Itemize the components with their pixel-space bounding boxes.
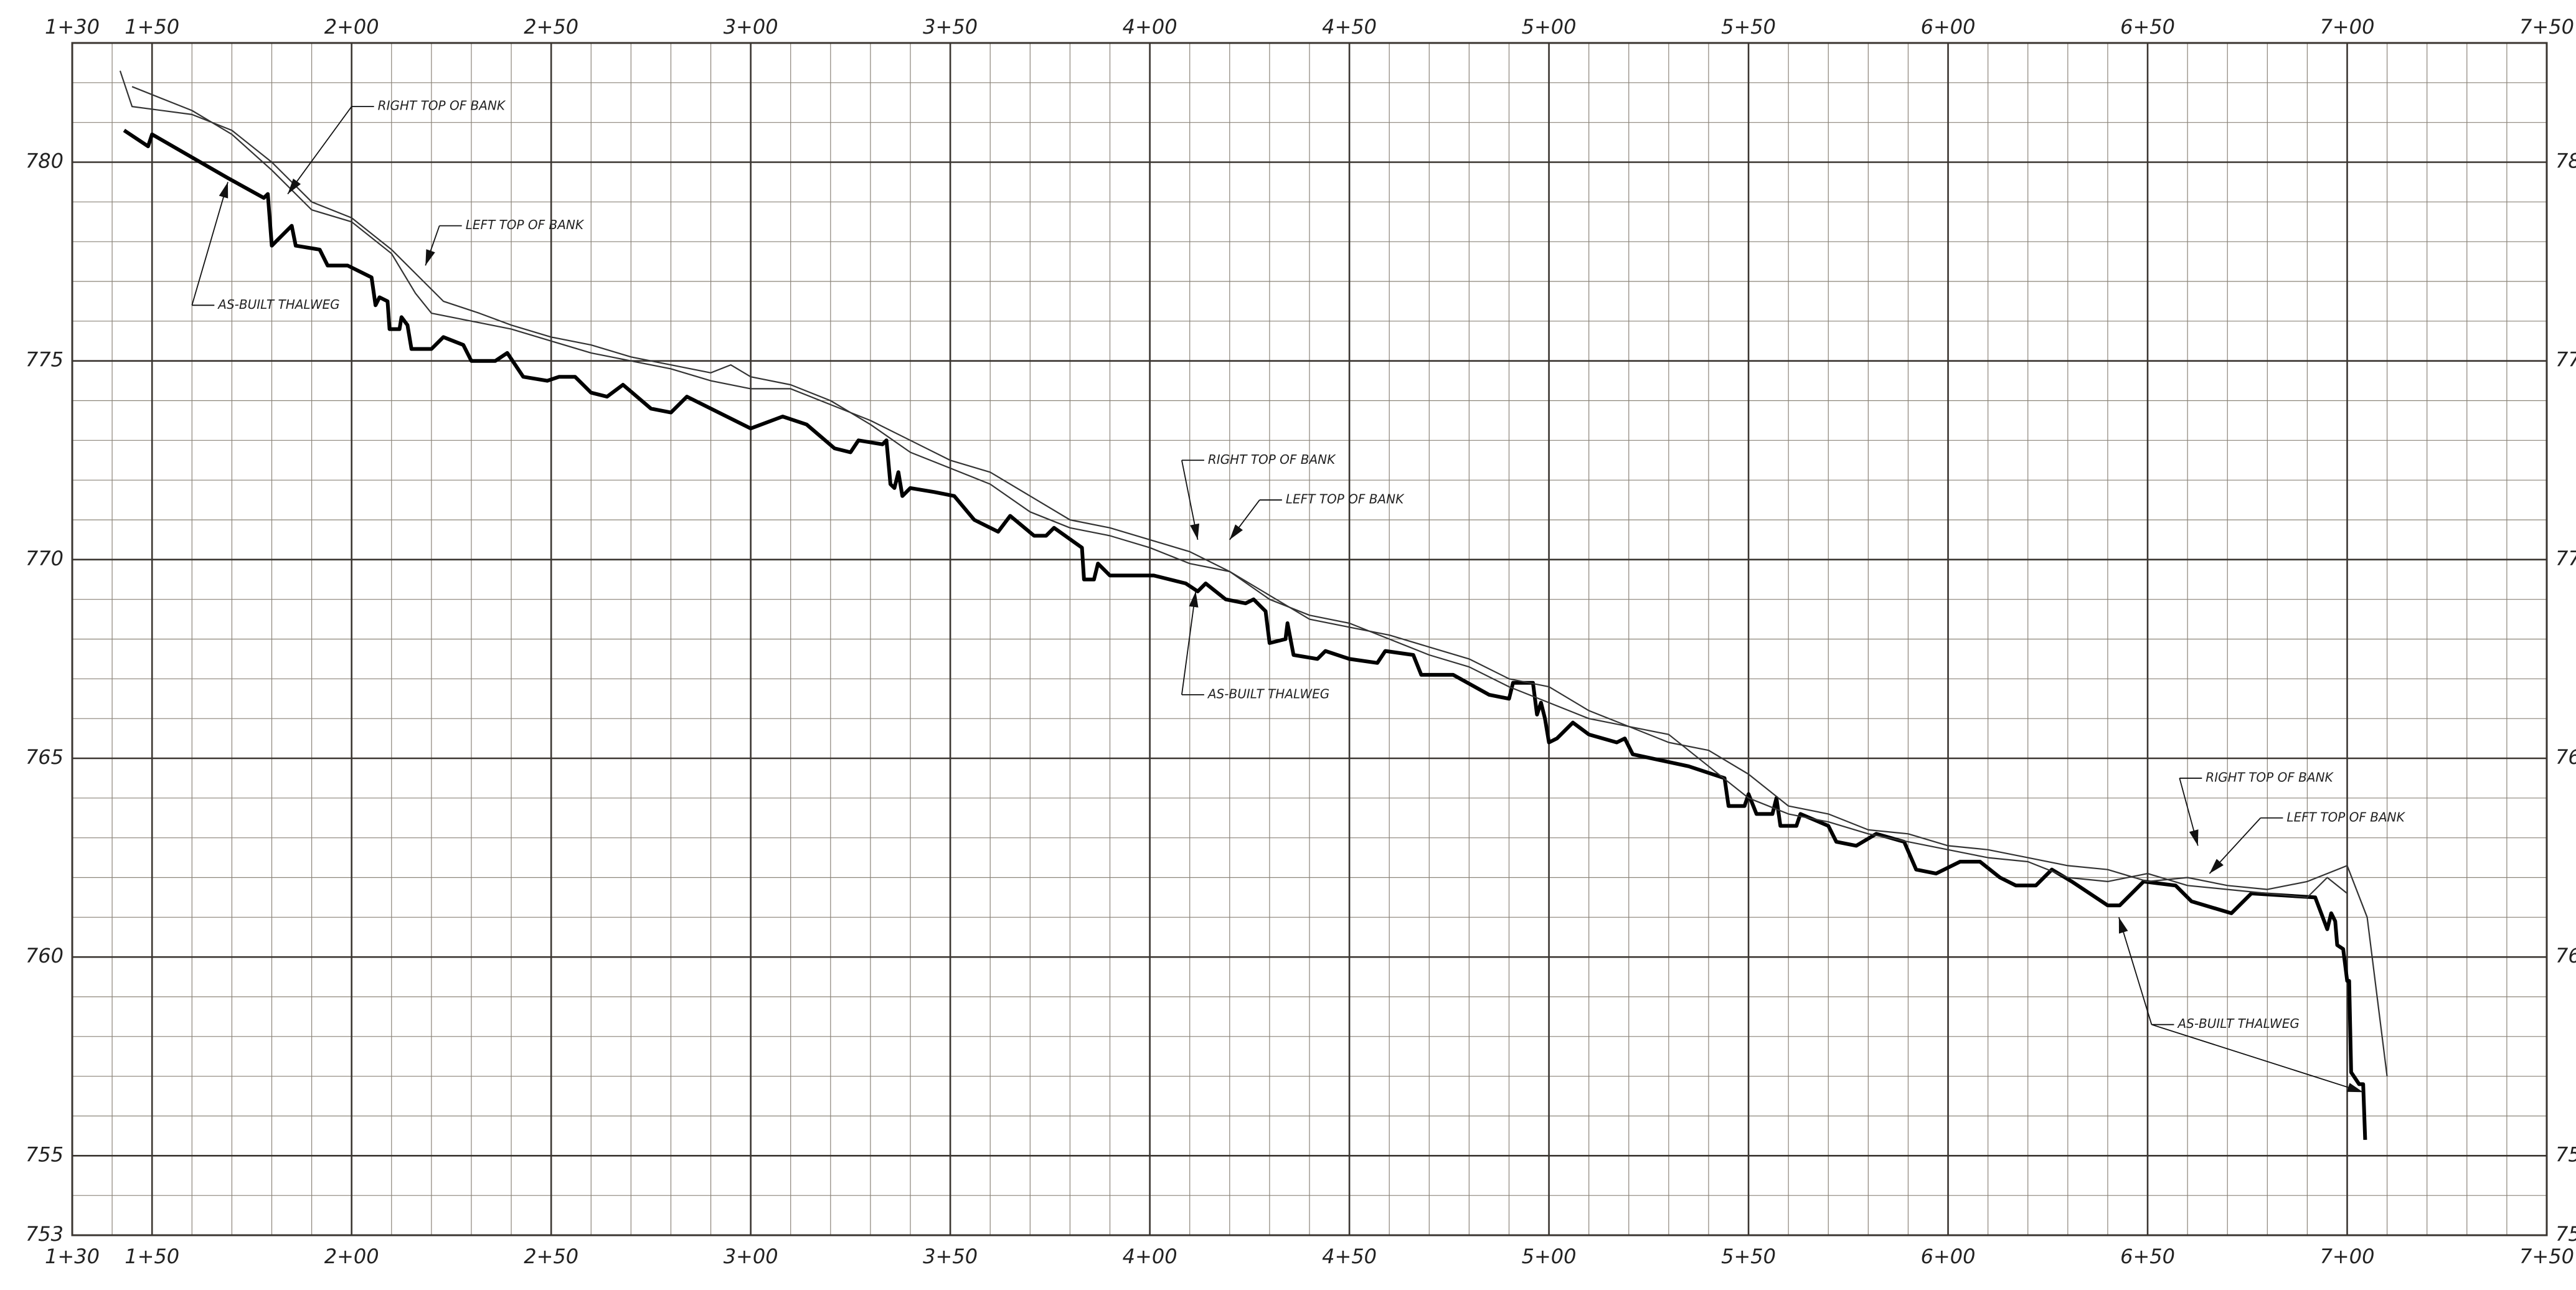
y-tick-label: 780 (26, 149, 64, 173)
annotation: AS-BUILT THALWEG (2176, 1016, 2299, 1031)
x-tick-label: 6+00 (1921, 1245, 1976, 1268)
y-tick-label: 753 (26, 1222, 64, 1246)
annotation: AS-BUILT THALWEG (217, 297, 339, 312)
x-tick-label: 3+00 (724, 15, 778, 39)
leader-arrow (1229, 499, 1260, 540)
x-tick-label: 7+00 (2320, 1245, 2375, 1268)
x-tick-label: 3+50 (923, 1245, 978, 1268)
x-tick-label: 6+50 (2120, 1245, 2175, 1268)
leader-arrow (2118, 917, 2153, 1025)
x-tick-label: 2+50 (524, 15, 578, 39)
y-tick-label: 753 (2555, 1222, 2576, 1246)
leader-arrow (1181, 460, 1199, 540)
y-tick-label: 780 (2555, 149, 2576, 173)
x-tick-label: 3+50 (923, 15, 978, 39)
y-tick-label: 775 (2555, 348, 2576, 372)
profile-line (123, 128, 2367, 1140)
y-tick-label: 765 (26, 745, 64, 769)
leader-arrow (191, 182, 229, 306)
x-tick-label: 4+00 (1123, 15, 1177, 39)
annotation: LEFT TOP OF BANK (1286, 492, 1405, 507)
plot-border (71, 42, 2548, 1236)
x-tick-label: 2+00 (324, 15, 379, 39)
y-tick-label: 765 (2555, 745, 2576, 769)
x-tick-label: 4+50 (1322, 1245, 1377, 1268)
annotation: RIGHT TOP OF BANK (1208, 452, 1336, 467)
annotation: LEFT TOP OF BANK (466, 217, 585, 232)
y-tick-label: 770 (2555, 547, 2576, 570)
x-tick-label: 5+50 (1721, 15, 1776, 39)
x-tick-label: 7+00 (2320, 15, 2375, 39)
y-tick-label: 760 (2555, 944, 2576, 968)
x-tick-label: 1+50 (125, 15, 179, 39)
x-tick-label: 1+30 (45, 1245, 100, 1268)
x-tick-label: 7+50 (2519, 1245, 2574, 1268)
y-tick-label: 755 (26, 1142, 64, 1166)
leader-arrow (425, 225, 440, 266)
leader-arrow (2179, 778, 2199, 846)
x-tick-label: 6+00 (1921, 15, 1976, 39)
y-tick-label: 770 (26, 547, 64, 570)
leader-arrow (1181, 591, 1199, 695)
y-tick-label: 755 (2555, 1142, 2576, 1166)
x-tick-label: 4+50 (1322, 15, 1377, 39)
x-tick-label: 2+50 (524, 1245, 578, 1268)
x-tick-label: 3+00 (724, 1245, 778, 1268)
leader-arrow (287, 106, 352, 195)
leader-arrow (2151, 1024, 2364, 1093)
x-tick-label: 2+00 (324, 1245, 379, 1268)
annotation: AS-BUILT THALWEG (1207, 686, 1329, 701)
y-tick-label: 775 (26, 348, 64, 372)
x-tick-label: 7+50 (2519, 15, 2574, 39)
annotation: RIGHT TOP OF BANK (378, 98, 506, 113)
x-tick-label: 6+50 (2120, 15, 2175, 39)
x-tick-label: 5+50 (1721, 1245, 1776, 1268)
annotation: LEFT TOP OF BANK (2286, 809, 2405, 824)
profile-line (119, 70, 2388, 1076)
leader-arrow (2209, 817, 2262, 874)
x-tick-label: 1+30 (45, 15, 100, 39)
x-tick-label: 4+00 (1123, 1245, 1177, 1268)
profile-line (131, 86, 2348, 898)
x-tick-label: 1+50 (125, 1245, 179, 1268)
annotation: RIGHT TOP OF BANK (2206, 770, 2334, 784)
x-tick-label: 5+00 (1522, 1245, 1577, 1268)
y-tick-label: 760 (26, 944, 64, 968)
x-tick-label: 5+00 (1522, 15, 1577, 39)
